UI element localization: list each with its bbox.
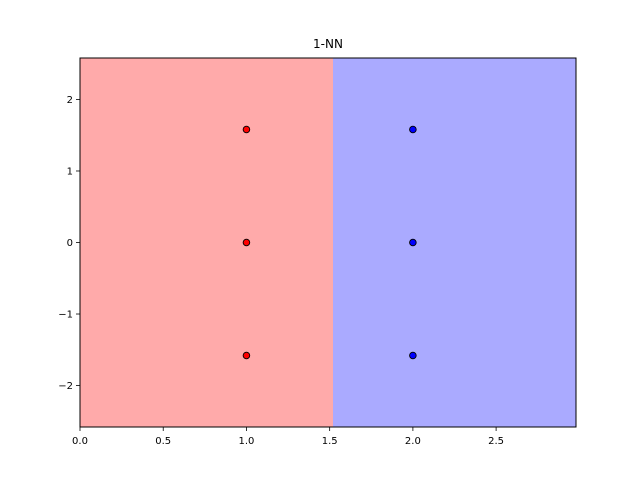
- x-tick-label: 2.5: [488, 436, 504, 447]
- x-tick-label: 1.0: [238, 436, 254, 447]
- y-tick-label: 2: [67, 95, 73, 106]
- decision-region-1: [332, 58, 576, 427]
- point-0-2: [242, 351, 251, 360]
- y-tick-label: 1: [67, 166, 73, 177]
- point-1-2: [409, 351, 417, 360]
- x-axis: 0.0 0.5 1.0 1.5 2.0 2.5: [72, 427, 504, 447]
- y-tick-label: 0: [67, 238, 73, 249]
- x-tick-label: 2.0: [405, 436, 421, 447]
- point-1-0: [409, 125, 417, 134]
- decision-regions: [80, 58, 576, 427]
- point-0-0: [242, 125, 251, 134]
- x-tick-label: 0.0: [72, 436, 88, 447]
- chart-title: 1-NN: [313, 37, 343, 51]
- x-tick-label: 1.5: [322, 436, 338, 447]
- point-1-1: [409, 238, 417, 247]
- point-0-1: [242, 238, 251, 247]
- data-points: [242, 125, 417, 360]
- decision-region-0: [80, 58, 333, 427]
- y-tick-label: −2: [58, 381, 73, 392]
- y-tick-label: −1: [58, 310, 73, 321]
- y-axis: −2 −1 0 1 2: [58, 95, 80, 392]
- x-tick-label: 0.5: [155, 436, 171, 447]
